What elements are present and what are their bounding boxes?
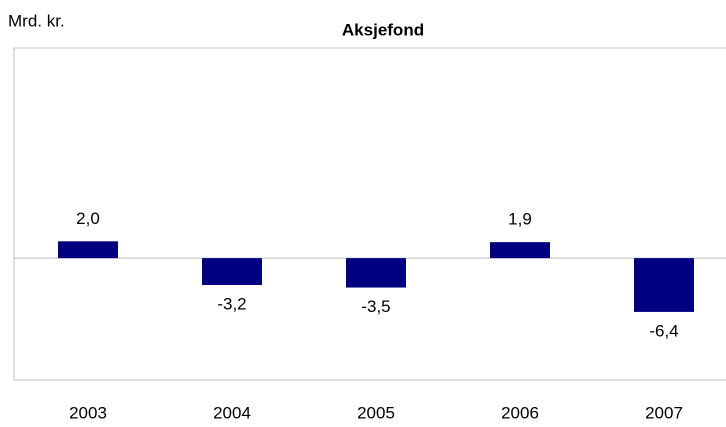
x-tick-label: 2006: [501, 403, 539, 422]
bar: [202, 258, 262, 286]
chart-title: Aksjefond: [342, 20, 424, 39]
data-label: 1,9: [508, 210, 532, 229]
bar: [490, 242, 550, 259]
x-tick-label: 2005: [357, 403, 395, 422]
data-label: 2,0: [76, 209, 100, 228]
data-label: -3,5: [361, 297, 390, 316]
x-tick-label: 2004: [213, 403, 251, 422]
data-label: -3,2: [217, 295, 246, 314]
plot-frame: [13, 47, 726, 381]
bar: [634, 258, 694, 312]
bar: [58, 241, 118, 259]
bar: [346, 258, 406, 288]
data-label: -6,4: [649, 321, 678, 340]
x-tick-label: 2003: [69, 403, 107, 422]
x-tick-label: 2007: [645, 403, 683, 422]
y-axis-label: Mrd. kr.: [8, 11, 65, 30]
